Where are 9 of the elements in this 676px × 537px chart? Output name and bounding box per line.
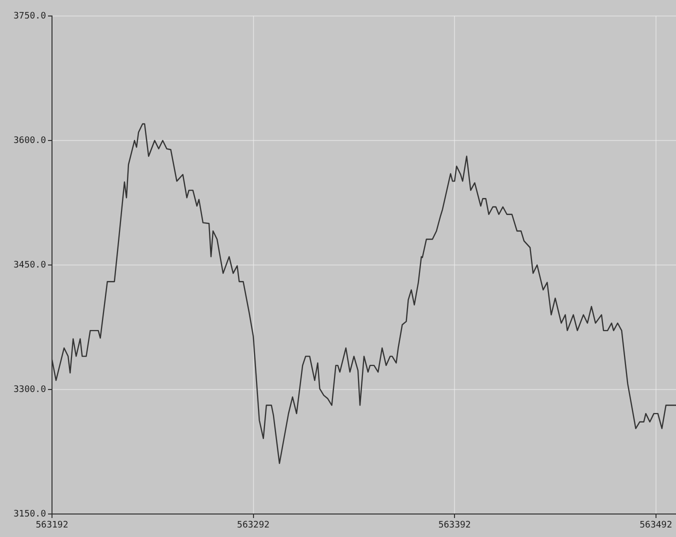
- x-tick-label: 563492: [640, 520, 672, 531]
- x-tick-label: 563392: [438, 520, 471, 531]
- y-tick-label: 3150.0: [13, 509, 46, 520]
- x-tick-label: 563192: [36, 520, 68, 531]
- y-tick-label: 3300.0: [13, 384, 46, 395]
- x-tick-label: 563292: [237, 520, 270, 531]
- y-tick-label: 3750.0: [13, 11, 46, 22]
- y-tick-label: 3600.0: [13, 136, 46, 146]
- y-tick-label: 3450.0: [13, 260, 46, 270]
